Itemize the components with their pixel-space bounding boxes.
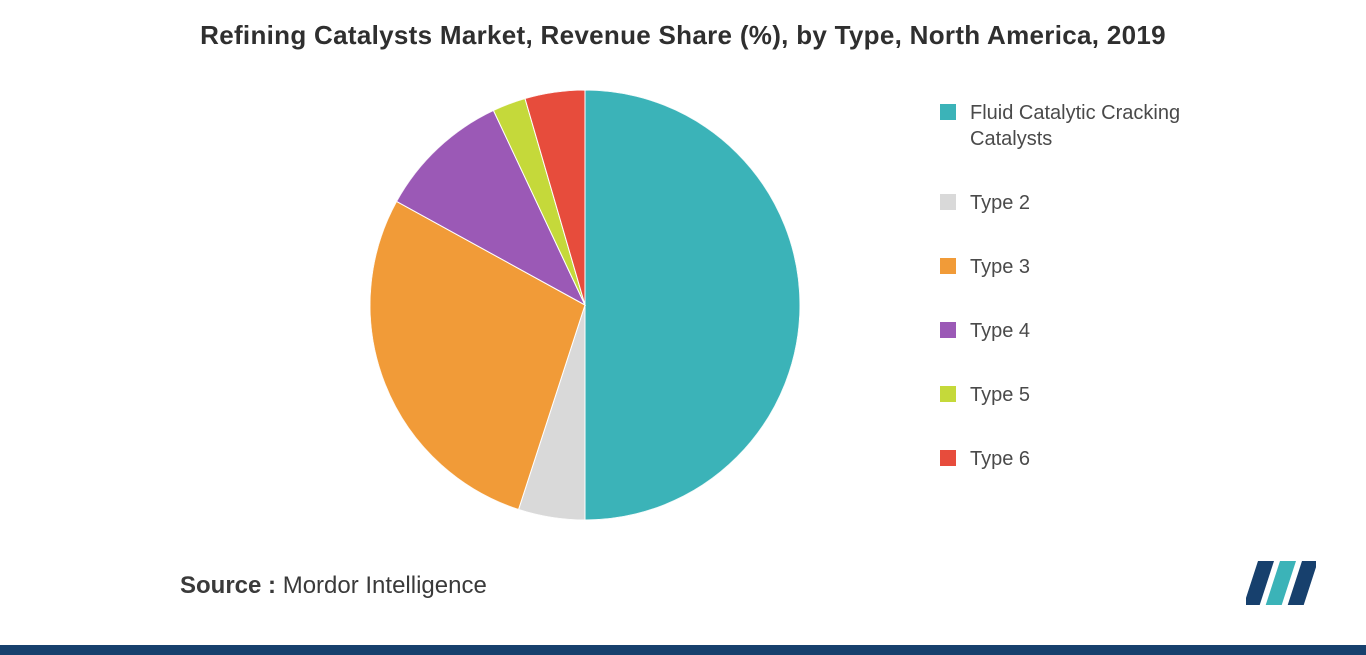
legend-item-4: Type 5 [940,382,1240,408]
legend-swatch-icon [940,194,956,210]
footer-accent-bar [0,645,1366,655]
chart-title: Refining Catalysts Market, Revenue Share… [0,20,1366,51]
legend-label: Type 2 [970,190,1240,216]
legend-label: Type 5 [970,382,1240,408]
legend-item-3: Type 4 [940,318,1240,344]
legend-label: Type 6 [970,446,1240,472]
legend-item-2: Type 3 [940,254,1240,280]
legend-swatch-icon [940,104,956,120]
legend-item-0: Fluid Catalytic Cracking Catalysts [940,100,1240,152]
legend-label: Fluid Catalytic Cracking Catalysts [970,100,1240,152]
legend-label: Type 4 [970,318,1240,344]
brand-logo-icon [1246,561,1316,605]
source-line: Source : Mordor Intelligence [180,572,487,600]
legend-swatch-icon [940,258,956,274]
legend-item-1: Type 2 [940,190,1240,216]
source-value: Mordor Intelligence [283,572,487,599]
source-label: Source : [180,572,276,599]
pie-slice-0 [585,90,800,520]
legend-swatch-icon [940,450,956,466]
legend-swatch-icon [940,386,956,402]
legend-item-5: Type 6 [940,446,1240,472]
pie-chart [370,90,800,520]
legend: Fluid Catalytic Cracking Catalysts Type 2… [940,100,1240,510]
legend-label: Type 3 [970,254,1240,280]
legend-swatch-icon [940,322,956,338]
